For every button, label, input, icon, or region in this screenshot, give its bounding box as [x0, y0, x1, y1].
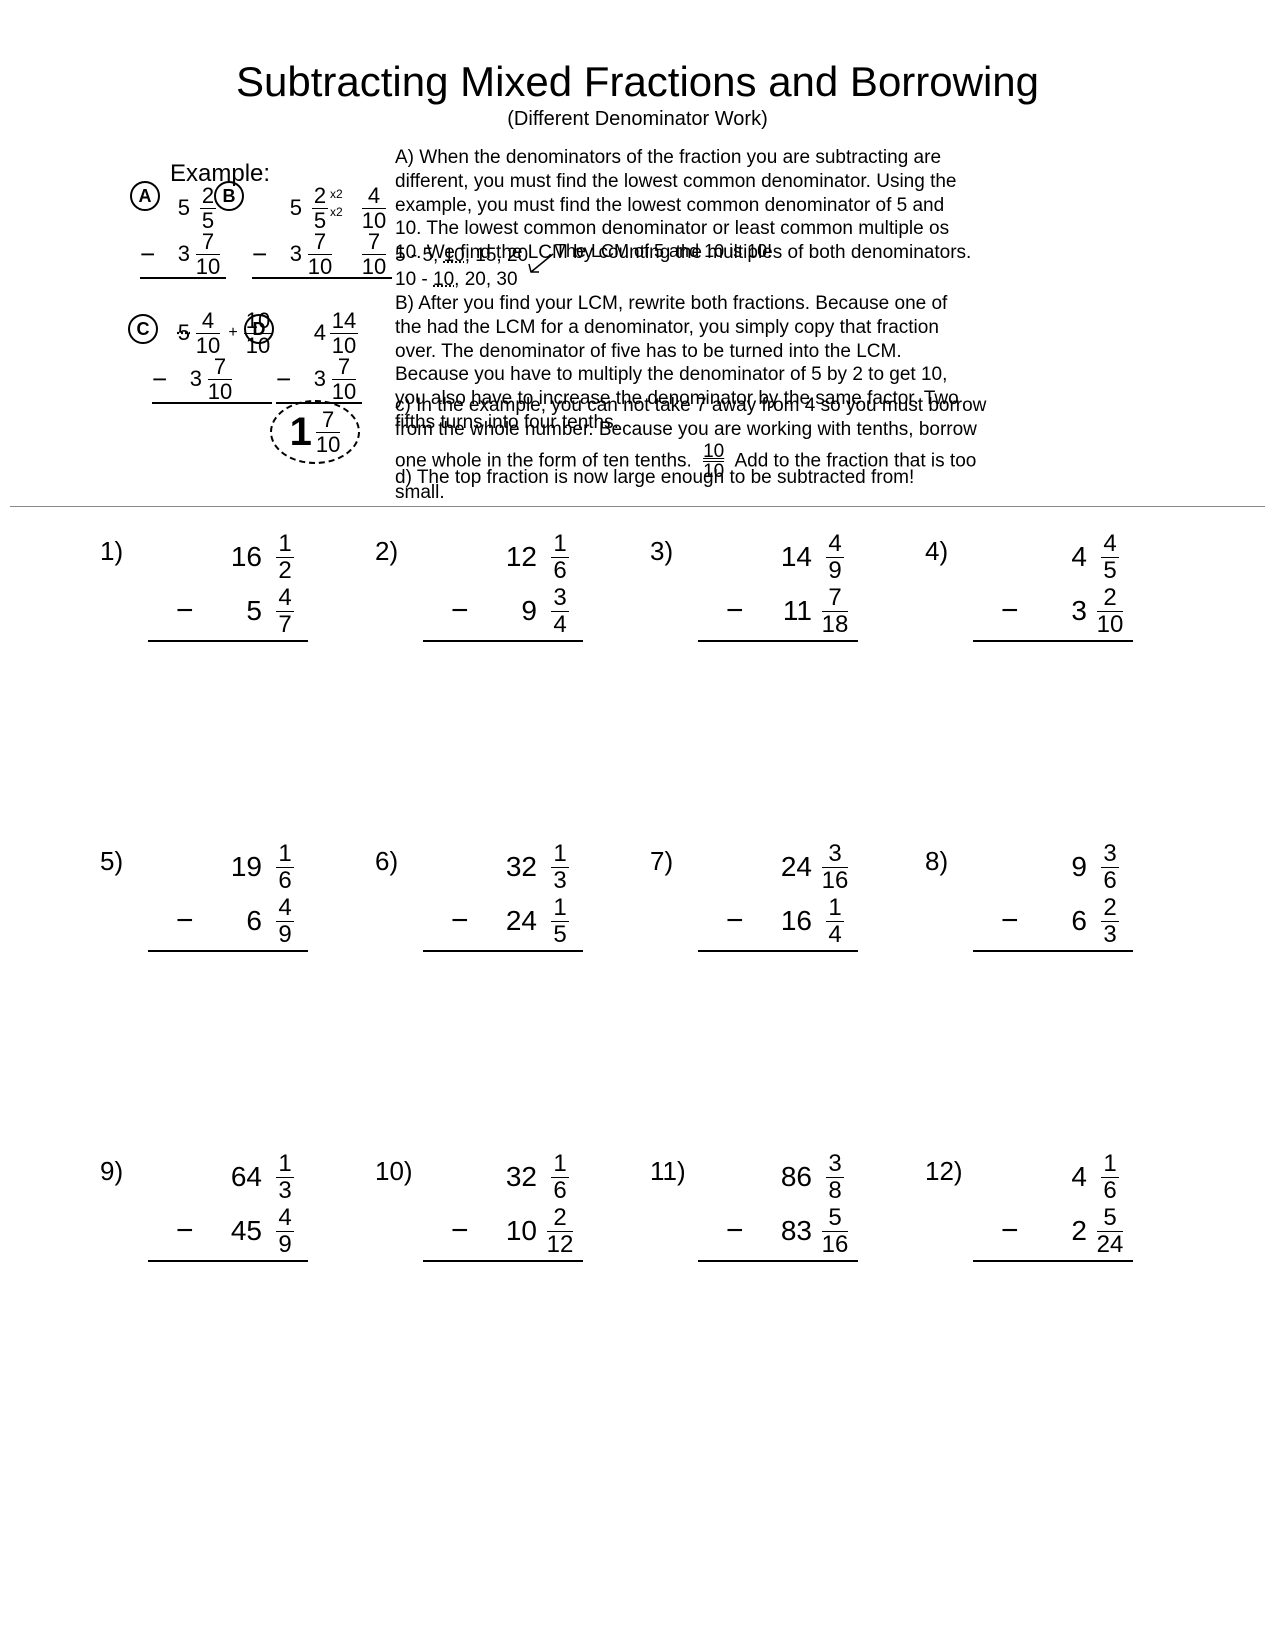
ex-a-bot-whole: 3 [160, 241, 190, 267]
problem-number: 5) [100, 846, 123, 877]
answer-rule [148, 640, 308, 642]
minuend-whole: 14 [756, 541, 812, 573]
problem-number: 9) [100, 1156, 123, 1187]
problem-number: 1) [100, 536, 123, 567]
minus-sign: − [726, 904, 756, 938]
minuend-whole: 32 [481, 1161, 537, 1193]
step-letter-d: D [244, 314, 274, 344]
minus-sign: − [451, 594, 481, 628]
subtrahend-whole: 83 [756, 1215, 812, 1247]
minuend-whole: 24 [756, 851, 812, 883]
answer-rule [698, 950, 858, 952]
minus-sign: − [1001, 594, 1031, 628]
subtrahend-whole: 10 [481, 1215, 537, 1247]
problem-number: 8) [925, 846, 948, 877]
answer-rule [423, 1260, 583, 1262]
subtrahend-whole: 5 [206, 595, 262, 627]
problem-11: 11)8638−83516 [650, 1150, 915, 1290]
minus-sign: − [726, 1214, 756, 1248]
minuend-whole: 12 [481, 541, 537, 573]
step-letter-b: B [214, 181, 244, 211]
minus-sign: − [176, 1214, 206, 1248]
answer-rule [698, 640, 858, 642]
answer-rule [973, 1260, 1133, 1262]
lcm-lines: 5 - 5, 10, 15, 20 10 - 10, 20, 30 The LC… [395, 244, 975, 292]
minuend-whole: 16 [206, 541, 262, 573]
minus-sign: − [1001, 904, 1031, 938]
problem-6: 6)3213−2415 [375, 840, 640, 980]
minus-sign: − [1001, 1214, 1031, 1248]
example-step-d: D 4 1410 − 3 710 [276, 310, 362, 404]
arrow-icon [525, 252, 555, 278]
answer-rule [423, 950, 583, 952]
subtrahend-whole: 9 [481, 595, 537, 627]
problem-2: 2)1216−934 [375, 530, 640, 670]
problem-3: 3)1449−11718 [650, 530, 915, 670]
problem-number: 3) [650, 536, 673, 567]
lcm-note: The LCM of 5 and 10 is 10! [555, 240, 772, 263]
minuend-whole: 32 [481, 851, 537, 883]
problem-number: 12) [925, 1156, 963, 1187]
subtrahend-whole: 6 [1031, 905, 1087, 937]
problem-4: 4)445−3210 [925, 530, 1190, 670]
step-letter-c: C [128, 314, 158, 344]
problem-number: 6) [375, 846, 398, 877]
problem-number: 2) [375, 536, 398, 567]
page-title: Subtracting Mixed Fractions and Borrowin… [0, 58, 1275, 106]
problem-number: 7) [650, 846, 673, 877]
problem-8: 8)936−623 [925, 840, 1190, 980]
answer-rule [973, 640, 1133, 642]
minus-sign: − [451, 904, 481, 938]
ex-a-top-whole: 5 [160, 195, 190, 221]
minuend-whole: 4 [1031, 541, 1087, 573]
problem-12: 12)416−2524 [925, 1150, 1190, 1290]
subtrahend-whole: 16 [756, 905, 812, 937]
subtrahend-whole: 2 [1031, 1215, 1087, 1247]
minus-sign: − [176, 904, 206, 938]
answer-rule [148, 1260, 308, 1262]
problem-number: 4) [925, 536, 948, 567]
problems-grid: 1)1612−5472)1216−9343)1449−117184)445−32… [100, 530, 1190, 1290]
answer-rule [698, 1260, 858, 1262]
subtrahend-whole: 45 [206, 1215, 262, 1247]
subtrahend-whole: 3 [1031, 595, 1087, 627]
minuend-whole: 64 [206, 1161, 262, 1193]
section-divider [10, 506, 1265, 507]
minuend-whole: 4 [1031, 1161, 1087, 1193]
minus-sign: − [176, 594, 206, 628]
step-letter-a: A [130, 181, 160, 211]
page-subtitle: (Different Denominator Work) [0, 108, 1275, 131]
problem-9: 9)6413−4549 [100, 1150, 365, 1290]
minuend-whole: 9 [1031, 851, 1087, 883]
example-answer: 1 710 [270, 400, 360, 464]
example-step-b: B 5 25 x2 x2 410 − 3 710 710 [252, 185, 392, 279]
subtrahend-whole: 6 [206, 905, 262, 937]
problem-7: 7)24316−1614 [650, 840, 915, 980]
problem-10: 10)3216−10212 [375, 1150, 640, 1290]
problem-number: 11) [650, 1156, 686, 1187]
minuend-whole: 19 [206, 851, 262, 883]
problem-5: 5)1916−649 [100, 840, 365, 980]
problem-number: 10) [375, 1156, 413, 1187]
problem-1: 1)1612−547 [100, 530, 365, 670]
answer-rule [148, 950, 308, 952]
subtrahend-whole: 11 [756, 595, 812, 627]
minus-sign: − [726, 594, 756, 628]
instruction-d: d) The top fraction is now large enough … [395, 466, 975, 490]
minus-sign: − [451, 1214, 481, 1248]
subtrahend-whole: 24 [481, 905, 537, 937]
answer-rule [423, 640, 583, 642]
minuend-whole: 86 [756, 1161, 812, 1193]
answer-rule [973, 950, 1133, 952]
